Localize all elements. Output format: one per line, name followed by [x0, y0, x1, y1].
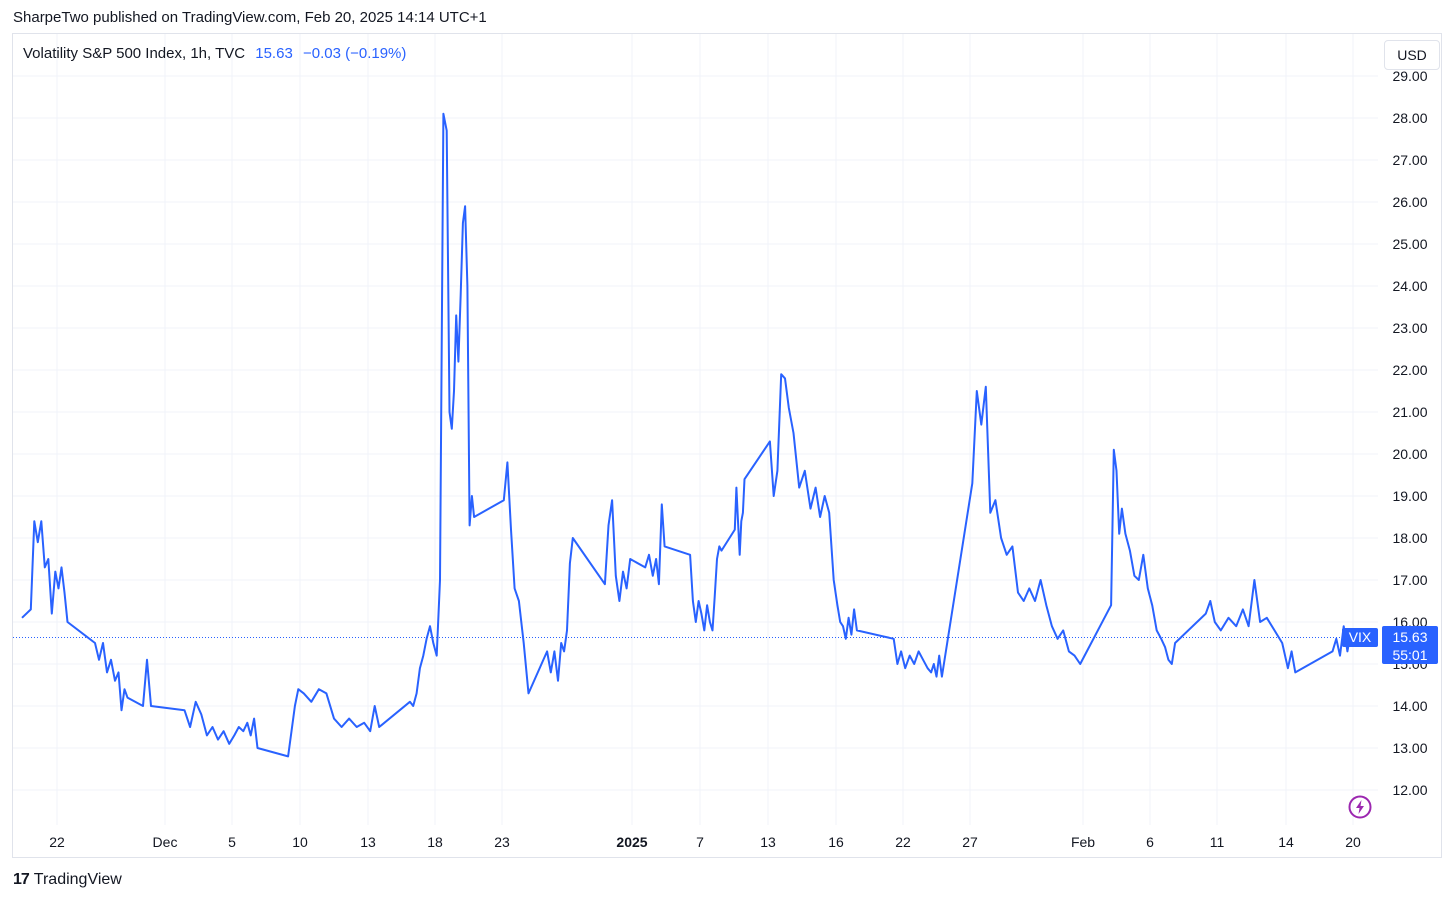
- y-tick-label: 22.00: [1392, 362, 1427, 378]
- y-tick-label: 29.00: [1392, 68, 1427, 84]
- price-tag: VIX 15.63 55:01: [1342, 626, 1438, 664]
- chart-legend[interactable]: Volatility S&P 500 Index, 1h, TVC 15.63 …: [23, 45, 406, 62]
- y-axis-ticks: 12.0013.0014.0015.0016.0017.0018.0019.00…: [1392, 68, 1427, 798]
- x-tick-label: 6: [1146, 834, 1154, 850]
- x-tick-label: 10: [292, 834, 308, 850]
- footer-brand-text: TradingView: [33, 871, 122, 888]
- price-label-bg: [1382, 626, 1438, 664]
- y-tick-label: 26.00: [1392, 194, 1427, 210]
- y-tick-label: 23.00: [1392, 320, 1427, 336]
- y-tick-label: 20.00: [1392, 446, 1427, 462]
- x-tick-label: 22: [49, 834, 65, 850]
- x-axis-ticks: 22 Dec 5 10 13 18 23 2025 7 13 16 22 27 Feb 6 11 14 20: [49, 834, 1361, 850]
- y-tick-label: 12.00: [1392, 782, 1427, 798]
- y-tick-label: 17.00: [1392, 572, 1427, 588]
- y-tick-label: 19.00: [1392, 488, 1427, 504]
- countdown-label: 55:01: [1392, 647, 1427, 663]
- x-tick-label: 16: [828, 834, 844, 850]
- lightning-bolt-icon[interactable]: [1348, 795, 1372, 819]
- x-tick-label: 7: [696, 834, 704, 850]
- footer-brand[interactable]: 17 TradingView: [13, 871, 122, 889]
- x-tick-label: 13: [360, 834, 376, 850]
- legend-last-price: 15.63: [255, 45, 293, 62]
- currency-button[interactable]: USD: [1384, 40, 1440, 70]
- y-tick-label: 25.00: [1392, 236, 1427, 252]
- ticker-label-bg: [1342, 628, 1378, 647]
- x-tick-label: 11: [1210, 834, 1225, 850]
- y-tick-label: 21.00: [1392, 404, 1427, 420]
- x-tick-label: 22: [895, 834, 911, 850]
- x-tick-label: Dec: [153, 834, 178, 850]
- x-tick-label: 23: [494, 834, 510, 850]
- chart-grid: [13, 34, 1378, 825]
- x-tick-label: 18: [427, 834, 443, 850]
- x-tick-label: 27: [962, 834, 978, 850]
- ticker-label: VIX: [1349, 629, 1372, 645]
- x-tick-label: Feb: [1071, 834, 1095, 850]
- legend-change: −0.03 (−0.19%): [302, 45, 407, 62]
- vix-price-line: [21, 112, 1373, 758]
- tradingview-logo-icon: 17: [13, 871, 30, 888]
- y-tick-label: 18.00: [1392, 530, 1427, 546]
- publisher-line: SharpeTwo published on TradingView.com, …: [13, 9, 487, 26]
- x-tick-label: 5: [228, 834, 236, 850]
- price-label: 15.63: [1392, 629, 1427, 645]
- x-tick-label: 14: [1278, 834, 1294, 850]
- y-tick-label: 24.00: [1392, 278, 1427, 294]
- legend-symbol: Volatility S&P 500 Index, 1h, TVC: [23, 45, 246, 62]
- y-tick-label: 13.00: [1392, 740, 1427, 756]
- y-tick-label: 14.00: [1392, 698, 1427, 714]
- x-tick-label: 20: [1345, 834, 1361, 850]
- x-tick-label: 13: [760, 834, 776, 850]
- y-tick-label: 28.00: [1392, 110, 1427, 126]
- x-tick-label: 2025: [616, 834, 647, 850]
- chart-frame: [12, 33, 1442, 858]
- y-tick-label: 27.00: [1392, 152, 1427, 168]
